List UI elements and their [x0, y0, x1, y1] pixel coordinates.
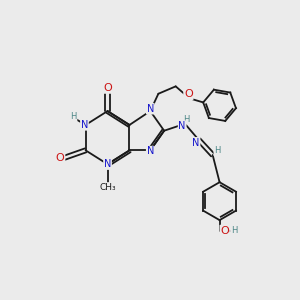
Text: N: N: [147, 104, 154, 114]
Text: N: N: [192, 138, 200, 148]
Text: O: O: [103, 83, 112, 93]
Text: CH₃: CH₃: [99, 183, 116, 192]
Text: H: H: [231, 226, 237, 235]
Text: N: N: [178, 121, 186, 131]
Text: N: N: [81, 120, 88, 130]
Text: N: N: [147, 146, 154, 157]
Text: O: O: [56, 153, 64, 164]
Text: O: O: [220, 226, 229, 236]
Text: H: H: [70, 112, 77, 121]
Text: N: N: [104, 159, 111, 169]
Text: O: O: [184, 89, 193, 99]
Text: H: H: [183, 115, 189, 124]
Text: H: H: [214, 146, 220, 155]
